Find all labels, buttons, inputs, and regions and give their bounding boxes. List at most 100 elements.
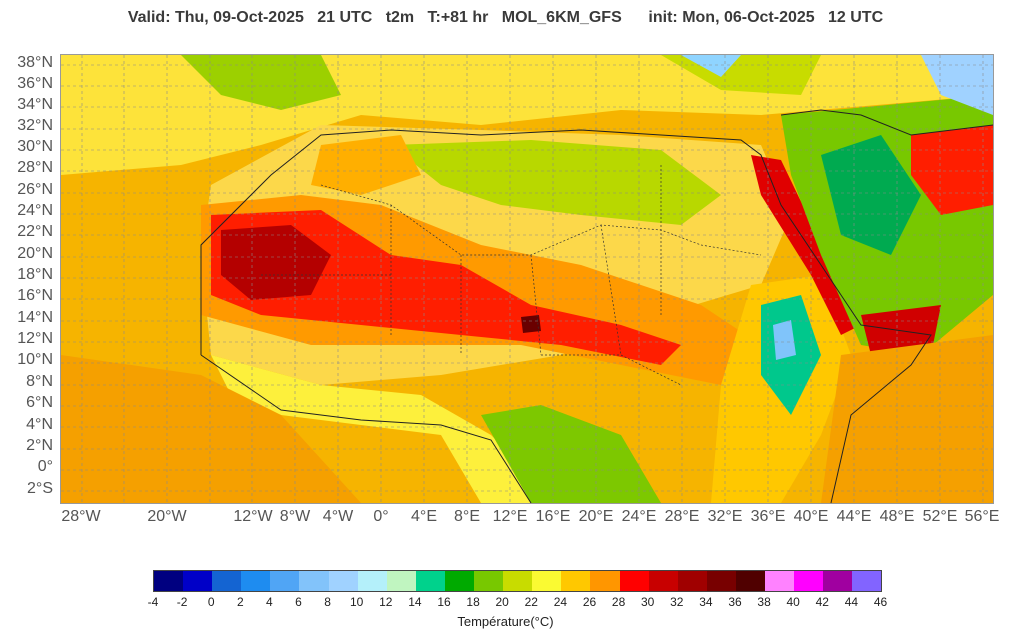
lat-label: 22°N [17,223,53,240]
colorbar-swatch [357,571,387,591]
lon-label: 4°E [411,508,437,525]
colorbar-swatch [241,571,271,591]
lon-label: 24°E [621,508,657,525]
colorbar-tick-label: 4 [266,595,273,609]
colorbar-swatch [823,571,853,591]
colorbar-swatch [503,571,533,591]
colorbar-tick-label: 38 [757,595,771,609]
colorbar-tick-label: 44 [844,595,859,609]
colorbar-swatch [183,571,213,591]
colorbar-swatch [299,571,329,591]
graticule [61,55,993,503]
colorbar-swatch [154,571,184,591]
colorbar-swatch [648,571,678,591]
lon-label: 16°E [535,508,571,525]
colorbar-tick-label: -4 [147,595,159,609]
colorbar-tick-label: 22 [524,595,538,609]
lat-label: 32°N [17,117,53,134]
colorbar-tick-label: 14 [408,595,422,609]
lon-label: 28°W [61,508,101,525]
colorbar-tick-label: -2 [176,595,188,609]
country-borders [261,165,762,386]
mauritania-core [221,225,331,300]
colorbar-tick-label: 10 [350,595,364,609]
lon-label: 36°E [750,508,786,525]
lat-label: 36°N [17,75,53,92]
lon-label: 8°E [454,508,480,525]
lat-label: 24°N [17,202,53,219]
lat-label: 14°N [17,309,53,326]
colorbar-tick-label: 42 [815,595,829,609]
colorbar-swatch [444,571,475,591]
colorbar-swatch [532,571,562,591]
iran-cool [921,55,993,115]
lat-label: 28°N [17,159,53,176]
coastline-guinea [200,354,532,503]
colorbar-swatch [764,571,795,591]
lat-label: 16°N [17,287,53,304]
chad-core [521,315,541,333]
gulf-of-aden [861,305,941,355]
anatolia-cool [681,55,741,77]
persian-gulf-hot [911,125,993,215]
lon-label: 4°W [322,508,354,525]
colorbar-tick-label: 36 [728,595,742,609]
lat-label: 30°N [17,138,53,155]
colorbar-swatch [328,571,358,591]
colorbar-swatch [677,571,707,591]
colorbar-tick-label: 12 [379,595,393,609]
lat-label: 18°N [17,266,53,283]
lat-label: 10°N [17,351,53,368]
iberia-green [181,55,341,110]
lat-label: 2°S [27,480,53,497]
colorbar-swatch [794,571,824,591]
colorbar-swatch [706,571,736,591]
ethiopia-cool [773,320,796,360]
temperature-colorbar [153,570,883,592]
colorbar-unit-label: Température(°C) [457,614,554,629]
arabia-dark-green [821,135,921,255]
lon-label: 32°E [707,508,743,525]
lon-label: 20°W [147,508,187,525]
lat-label: 12°N [17,330,53,347]
colorbar-swatch [735,571,765,591]
colorbar-swatch [619,571,649,591]
colorbar-tick-label: 28 [611,595,626,609]
colorbar-tick-label: 6 [295,595,302,609]
colorbar-tick-label: 16 [437,595,451,609]
colorbar-swatch [561,571,591,591]
colorbar-swatch [474,571,504,591]
colorbar-tick-label: 46 [873,595,888,609]
lat-label: 0° [37,458,53,475]
lat-label: 38°N [17,54,53,71]
colorbar-swatch [852,571,882,591]
colorbar-tick-label: 20 [495,595,509,609]
colorbar-swatch [386,571,416,591]
coastline-levant [780,109,993,136]
colorbar-tick-label: 2 [236,595,244,609]
lon-label: 44°E [836,508,872,525]
colorbar-tick-label: 32 [670,595,684,609]
colorbar-tick-label: 8 [324,595,331,609]
lon-label: 20°E [578,508,614,525]
colorbar-tick-label: 18 [466,595,480,609]
lon-label: 56°E [964,508,1000,525]
lon-label: 12°W [233,508,273,525]
colorbar-swatch [212,571,242,591]
lon-label: 8°W [279,508,311,525]
lat-label: 34°N [17,96,53,113]
congo-basin [481,405,661,503]
colorbar-tick-label: 40 [786,595,800,609]
lon-label: 52°E [922,508,958,525]
coastline [200,129,932,503]
map-canvas [61,55,993,503]
lon-label: 28°E [664,508,700,525]
atlantic-south [61,355,361,503]
map-title: Valid: Thu, 09-Oct-2025 21 UTC t2m T:+81… [127,9,884,26]
west-africa-coast [211,355,581,503]
lat-label: 4°N [26,416,53,433]
libya-green [391,140,721,225]
lat-label: 26°N [17,181,53,198]
lon-label: 0° [373,508,389,525]
lon-label: 40°E [793,508,829,525]
